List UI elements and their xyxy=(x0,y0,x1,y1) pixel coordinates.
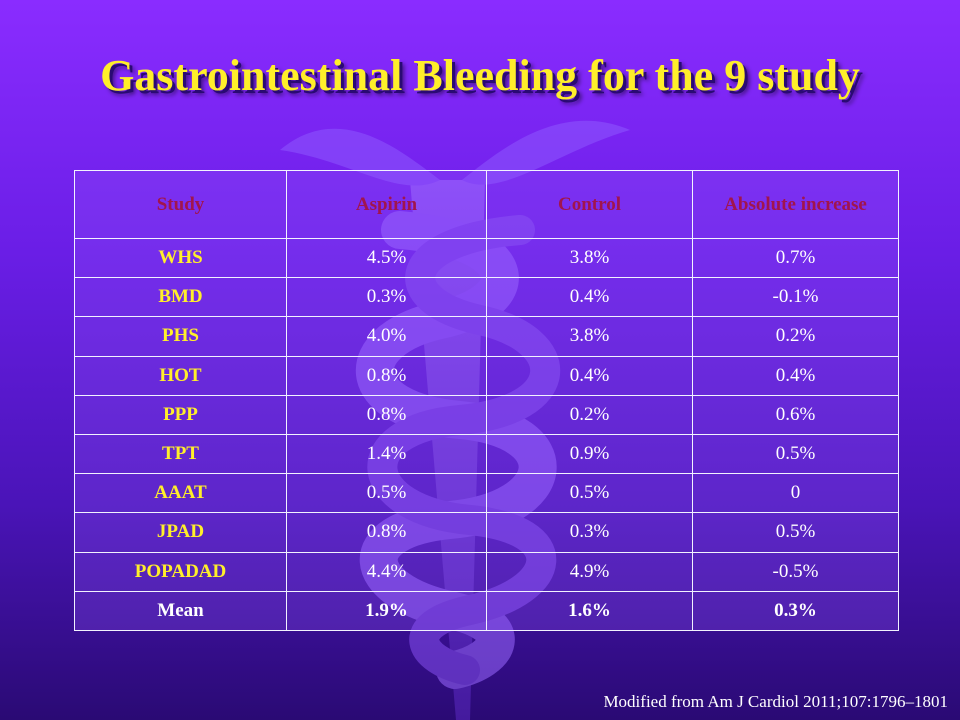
control-value: 0.4% xyxy=(486,277,693,318)
study-name: AAAT xyxy=(74,473,287,514)
increase-value: 0.5% xyxy=(692,512,899,553)
mean-aspirin-value: 1.9% xyxy=(286,590,487,632)
study-name: TPT xyxy=(74,433,287,475)
aspirin-value: 0.5% xyxy=(286,473,487,514)
table-row: BMD 0.3% 0.4% -0.1% xyxy=(74,277,899,318)
study-name: HOT xyxy=(74,355,287,396)
increase-value: 0.6% xyxy=(692,394,899,435)
control-value: 3.8% xyxy=(486,237,693,279)
table-row: TPT 1.4% 0.9% 0.5% xyxy=(74,433,899,475)
gi-bleeding-table: Study Aspirin Control Absolute increase … xyxy=(74,170,899,632)
increase-value: 0 xyxy=(692,473,899,514)
study-name: WHS xyxy=(74,237,287,279)
table-row: AAAT 0.5% 0.5% 0 xyxy=(74,473,899,514)
table-row: HOT 0.8% 0.4% 0.4% xyxy=(74,355,899,396)
table-row-mean: Mean 1.9% 1.6% 0.3% xyxy=(74,590,899,632)
increase-value: 0.4% xyxy=(692,355,899,396)
control-value: 4.9% xyxy=(486,551,693,592)
study-name: POPADAD xyxy=(74,551,287,592)
control-value: 3.8% xyxy=(486,316,693,357)
study-name: JPAD xyxy=(74,512,287,553)
header-control: Control xyxy=(486,170,693,239)
study-name: PPP xyxy=(74,394,287,435)
mean-control-value: 1.6% xyxy=(486,590,693,632)
table-row: JPAD 0.8% 0.3% 0.5% xyxy=(74,512,899,553)
aspirin-value: 4.4% xyxy=(286,551,487,592)
control-value: 0.3% xyxy=(486,512,693,553)
control-value: 0.9% xyxy=(486,433,693,475)
table-row: WHS 4.5% 3.8% 0.7% xyxy=(74,237,899,279)
aspirin-value: 1.4% xyxy=(286,433,487,475)
table-row: PHS 4.0% 3.8% 0.2% xyxy=(74,316,899,357)
control-value: 0.4% xyxy=(486,355,693,396)
increase-value: 0.2% xyxy=(692,316,899,357)
increase-value: -0.1% xyxy=(692,277,899,318)
table-row: PPP 0.8% 0.2% 0.6% xyxy=(74,394,899,435)
aspirin-value: 4.5% xyxy=(286,237,487,279)
header-aspirin: Aspirin xyxy=(286,170,487,239)
control-value: 0.5% xyxy=(486,473,693,514)
increase-value: 0.7% xyxy=(692,237,899,279)
increase-value: 0.5% xyxy=(692,433,899,475)
mean-increase-value: 0.3% xyxy=(692,590,899,632)
increase-value: -0.5% xyxy=(692,551,899,592)
header-study: Study xyxy=(74,170,287,239)
slide-title: Gastrointestinal Bleeding for the 9 stud… xyxy=(100,51,860,100)
aspirin-value: 0.3% xyxy=(286,277,487,318)
table-header-row: Study Aspirin Control Absolute increase xyxy=(74,170,899,239)
control-value: 0.2% xyxy=(486,394,693,435)
study-name: BMD xyxy=(74,277,287,318)
header-absolute-increase: Absolute increase xyxy=(692,170,899,239)
aspirin-value: 4.0% xyxy=(286,316,487,357)
aspirin-value: 0.8% xyxy=(286,512,487,553)
study-name: PHS xyxy=(74,316,287,357)
aspirin-value: 0.8% xyxy=(286,394,487,435)
source-citation: Modified from Am J Cardiol 2011;107:1796… xyxy=(603,692,948,711)
mean-label: Mean xyxy=(74,590,287,632)
aspirin-value: 0.8% xyxy=(286,355,487,396)
table-row: POPADAD 4.4% 4.9% -0.5% xyxy=(74,551,899,592)
